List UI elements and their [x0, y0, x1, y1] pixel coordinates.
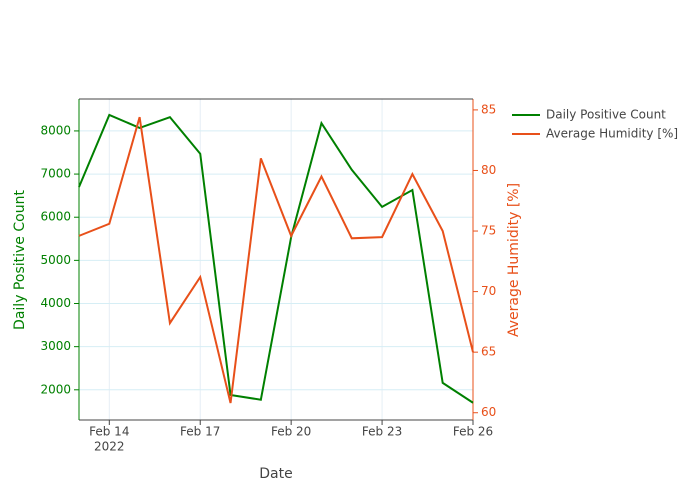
x-tick-label: Feb 20 — [271, 425, 311, 439]
y-tick-label: 7000 — [40, 167, 71, 181]
y-tick-label: 6000 — [40, 210, 71, 224]
y-tick-label: 5000 — [40, 253, 71, 267]
series-line — [78, 113, 474, 404]
x-tick-label: Feb 26 — [453, 425, 493, 439]
y-tick-label: 4000 — [40, 296, 71, 310]
y2-tick-label: 75 — [481, 224, 496, 238]
legend-label: Daily Positive Count — [546, 108, 666, 122]
y2-tick-label: 80 — [481, 163, 496, 177]
legend-label: Average Humidity [%] — [546, 127, 678, 141]
x-tick-label: Feb 17 — [180, 425, 220, 439]
x-axis-title: Date — [259, 466, 292, 482]
x-tick-year: 2022 — [94, 440, 125, 454]
y2-tick-label: 60 — [481, 405, 496, 419]
y-tick-label: 3000 — [40, 339, 71, 353]
x-tick-label: Feb 14 — [89, 425, 129, 439]
y2-tick-label: 70 — [481, 284, 496, 298]
series-line — [78, 116, 474, 404]
y2-axis-title: Average Humidity [%] — [506, 183, 522, 337]
y-tick-label: 2000 — [40, 382, 71, 396]
y-tick-label: 8000 — [40, 123, 71, 137]
x-tick-label: Feb 23 — [362, 425, 402, 439]
y2-tick-label: 85 — [481, 102, 496, 116]
y-axis-title: Daily Positive Count — [12, 190, 28, 330]
y2-tick-label: 65 — [481, 345, 496, 359]
